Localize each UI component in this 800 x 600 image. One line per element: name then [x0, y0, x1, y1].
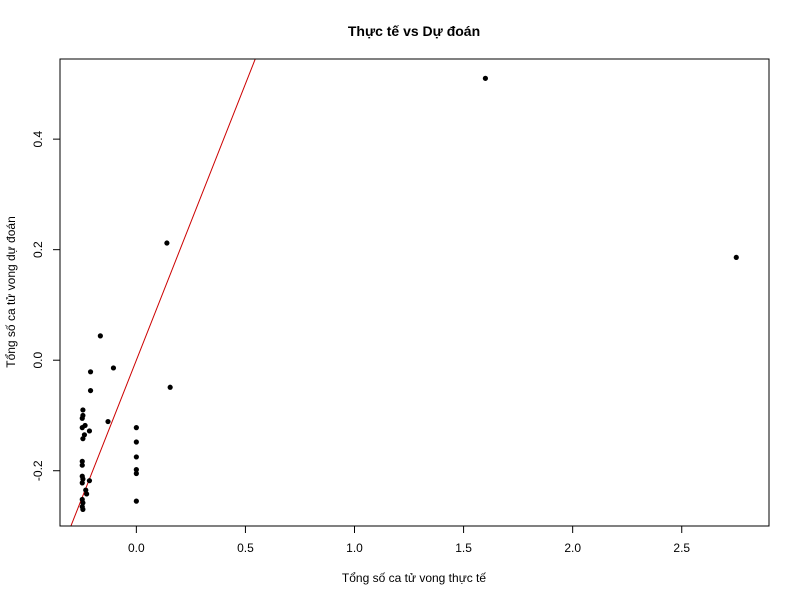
data-point	[133, 470, 139, 477]
data-point	[733, 254, 739, 261]
data-points	[79, 75, 739, 513]
data-point	[133, 439, 139, 445]
data-point	[482, 75, 488, 81]
data-point	[79, 458, 85, 464]
data-point	[80, 436, 86, 442]
x-tick-label: 2.5	[673, 541, 690, 555]
x-tick-label: 1.5	[455, 541, 472, 555]
data-point	[164, 240, 170, 246]
data-point	[80, 506, 86, 513]
y-axis-label: Tổng số ca tử vong dự đoán	[4, 216, 18, 368]
y-axis: -0.2 0.0 0.2 0.4	[31, 130, 60, 481]
data-point	[110, 365, 117, 371]
x-tick-label: 0.0	[128, 541, 145, 555]
data-point	[97, 333, 103, 339]
data-point	[87, 387, 94, 394]
x-tick-label: 2.0	[564, 541, 581, 555]
chart-title: Thực tế vs Dự đoán	[348, 23, 480, 39]
reference-line-group	[70, 59, 256, 526]
data-point	[80, 476, 86, 482]
data-point	[133, 467, 139, 473]
data-point	[79, 462, 85, 468]
data-point	[133, 498, 139, 504]
data-point	[105, 418, 111, 425]
data-point	[79, 425, 85, 431]
x-tick-label: 1.0	[346, 541, 363, 555]
data-point	[133, 454, 139, 460]
data-point	[133, 425, 139, 431]
x-axis-label: Tổng số ca tử vong thực tế	[342, 571, 486, 585]
data-point	[80, 500, 86, 506]
x-axis: 0.0 0.5 1.0 1.5 2.0 2.5	[128, 526, 690, 555]
y-tick-label: 0.4	[31, 130, 45, 147]
y-tick-label: -0.2	[31, 460, 45, 481]
y-tick-label: 0.2	[31, 241, 45, 258]
data-point	[87, 369, 94, 375]
data-point	[83, 487, 89, 493]
data-point	[86, 478, 93, 484]
data-point	[79, 415, 85, 421]
x-tick-label: 0.5	[237, 541, 254, 555]
data-point	[167, 384, 173, 390]
plot-frame	[59, 58, 770, 527]
data-point	[79, 480, 85, 486]
data-point	[80, 407, 86, 413]
data-point	[86, 428, 93, 434]
data-point	[84, 491, 90, 497]
y-tick-label: 0.0	[31, 352, 45, 369]
reference-line	[70, 59, 256, 526]
